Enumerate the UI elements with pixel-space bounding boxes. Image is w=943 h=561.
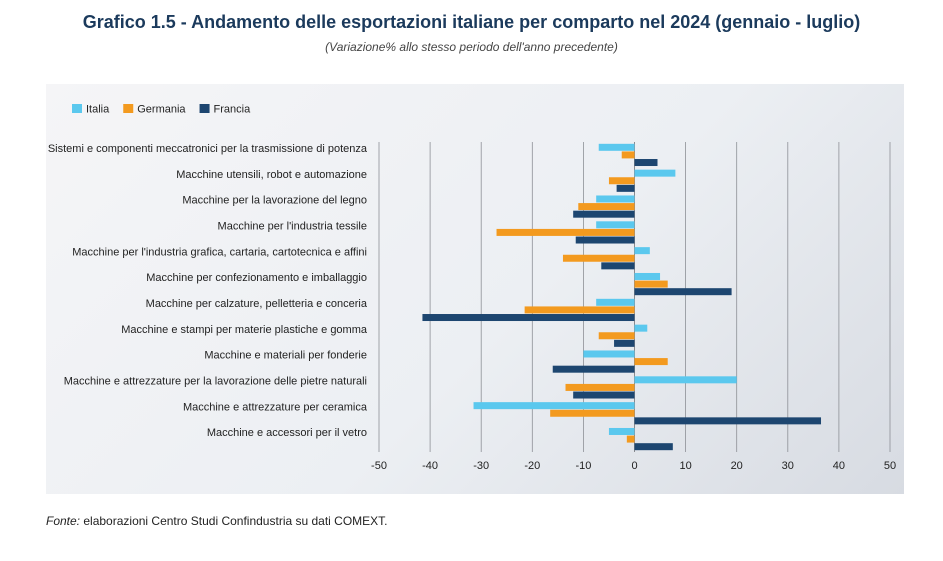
bar-germania-9 xyxy=(634,358,668,366)
category-label: Macchine per la lavorazione del legno xyxy=(182,195,367,207)
category-label: Macchine e accessori per il vetro xyxy=(207,427,367,439)
chart-title: Grafico 1.5 - Andamento delle esportazio… xyxy=(82,12,861,32)
bar-francia-7 xyxy=(422,314,635,322)
bar-francia-3 xyxy=(573,210,635,218)
bar-italia-1 xyxy=(598,143,635,151)
category-label: Macchine e stampi per materie plastiche … xyxy=(121,324,368,336)
bar-italia-2 xyxy=(634,169,676,177)
bar-francia-4 xyxy=(575,236,635,244)
bar-germania-10 xyxy=(565,383,635,391)
bar-francia-1 xyxy=(634,159,658,167)
category-label: Macchine per confezionamento e imballagg… xyxy=(146,272,367,284)
x-tick-label: -30 xyxy=(473,460,489,472)
bar-chart: Italia Germania Francia -50 -40 -30 -20 -10 0 10 2… xyxy=(48,104,896,473)
legend-label-germania: Germania xyxy=(137,104,186,116)
legend-swatch-francia xyxy=(199,104,210,113)
bar-francia-5 xyxy=(601,262,635,270)
bar-italia-9 xyxy=(583,350,635,358)
x-tick-label: 10 xyxy=(679,460,691,472)
x-tick-label: 50 xyxy=(884,460,896,472)
x-tick-label: 0 xyxy=(631,460,637,472)
legend-swatch-germania xyxy=(123,104,134,113)
bar-germania-12 xyxy=(626,435,635,443)
bar-germania-3 xyxy=(578,203,635,211)
bar-italia-4 xyxy=(596,221,635,229)
bar-germania-7 xyxy=(524,306,635,314)
bar-italia-12 xyxy=(608,427,635,435)
x-tick-label: -50 xyxy=(371,460,387,472)
bar-francia-8 xyxy=(614,339,635,347)
bar-francia-12 xyxy=(634,443,673,451)
x-tick-label: -40 xyxy=(422,460,438,472)
category-label: Macchine per l'industria grafica, cartar… xyxy=(72,246,367,258)
source-label: Fonte: xyxy=(46,514,81,528)
category-label: Macchine per l'industria tessile xyxy=(218,220,367,232)
x-tick-label: 40 xyxy=(833,460,845,472)
bar-francia-10 xyxy=(573,391,635,399)
bar-germania-1 xyxy=(621,151,635,159)
bar-germania-5 xyxy=(562,254,635,262)
category-label: Macchine e attrezzature per la lavorazio… xyxy=(64,375,367,387)
bar-italia-7 xyxy=(596,298,635,306)
bar-francia-2 xyxy=(616,184,635,192)
bar-italia-6 xyxy=(634,272,661,280)
bar-germania-11 xyxy=(550,409,635,417)
category-label: Macchine per calzature, pelletteria e co… xyxy=(146,298,368,310)
x-tick-label: 30 xyxy=(782,460,794,472)
legend-swatch-italia xyxy=(72,104,82,113)
category-label: Macchine e materiali per fonderie xyxy=(204,350,367,362)
bar-germania-4 xyxy=(496,228,635,236)
bar-italia-3 xyxy=(596,195,635,203)
bar-germania-8 xyxy=(598,332,635,340)
source-text: elaborazioni Centro Studi Confindustria … xyxy=(80,514,388,528)
chart-subtitle: (Variazione% allo stesso periodo dell'an… xyxy=(325,40,618,54)
category-label: Macchine utensili, robot e automazione xyxy=(176,169,367,181)
bar-germania-2 xyxy=(608,177,635,185)
bar-italia-8 xyxy=(634,324,648,332)
chart-panel: Italia Germania Francia -50 -40 -30 -20 -10 0 10 2… xyxy=(46,84,904,494)
bar-italia-10 xyxy=(634,376,737,384)
bar-italia-5 xyxy=(634,247,650,255)
category-label: Macchine e attrezzature per ceramica xyxy=(183,401,368,413)
bar-germania-6 xyxy=(634,280,668,288)
legend-label-francia: Francia xyxy=(214,104,252,116)
bar-francia-6 xyxy=(634,288,732,296)
bar-italia-11 xyxy=(473,402,635,410)
x-tick-label: -10 xyxy=(575,460,591,472)
bar-francia-11 xyxy=(634,417,822,425)
legend-label-italia: Italia xyxy=(86,104,110,116)
x-tick-label: 20 xyxy=(731,460,743,472)
x-tick-label: -20 xyxy=(524,460,540,472)
category-label: Sistemi e componenti meccatronici per la… xyxy=(48,143,368,155)
source-note: Fonte: elaborazioni Centro Studi Confind… xyxy=(46,514,388,528)
bar-francia-9 xyxy=(552,365,635,373)
